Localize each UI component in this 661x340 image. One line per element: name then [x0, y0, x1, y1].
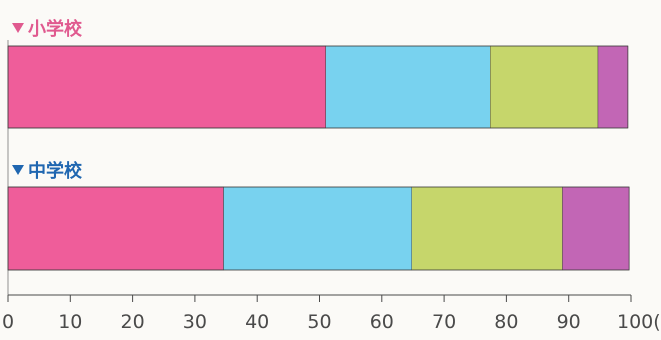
- x-tick-label-0: 0: [2, 311, 14, 333]
- x-tick-label-6: 60: [370, 311, 394, 333]
- x-tick-label-8: 80: [494, 311, 518, 333]
- bar-segment-1-0: [7, 186, 224, 271]
- x-tick-label-9: 90: [557, 311, 581, 333]
- bar-segment-0-1: [325, 45, 491, 129]
- bar-segment-0-2: [490, 45, 599, 129]
- triangle-marker-icon: [12, 23, 24, 33]
- x-tick-label-2: 20: [121, 311, 145, 333]
- category-label-1: 中学校: [28, 160, 83, 182]
- x-tick-label-10: 100(%): [617, 311, 661, 333]
- x-tick-label-7: 70: [432, 311, 456, 333]
- bar-segment-0-3: [597, 45, 629, 129]
- bars-layer: [7, 45, 630, 271]
- x-tick-label-5: 50: [307, 311, 331, 333]
- bar-segment-1-1: [223, 186, 412, 271]
- bar-segment-1-2: [411, 186, 563, 271]
- triangle-marker-icon: [12, 165, 24, 175]
- x-tick-label-4: 40: [245, 311, 269, 333]
- bar-segment-1-3: [562, 186, 630, 271]
- bar-segment-0-0: [7, 45, 327, 129]
- x-tick-label-1: 10: [58, 311, 82, 333]
- x-tick-label-3: 30: [183, 311, 207, 333]
- category-label-0: 小学校: [28, 18, 83, 40]
- x-axis: 0 10 20 30 40 50 60 70 80 90 100(%): [2, 40, 661, 333]
